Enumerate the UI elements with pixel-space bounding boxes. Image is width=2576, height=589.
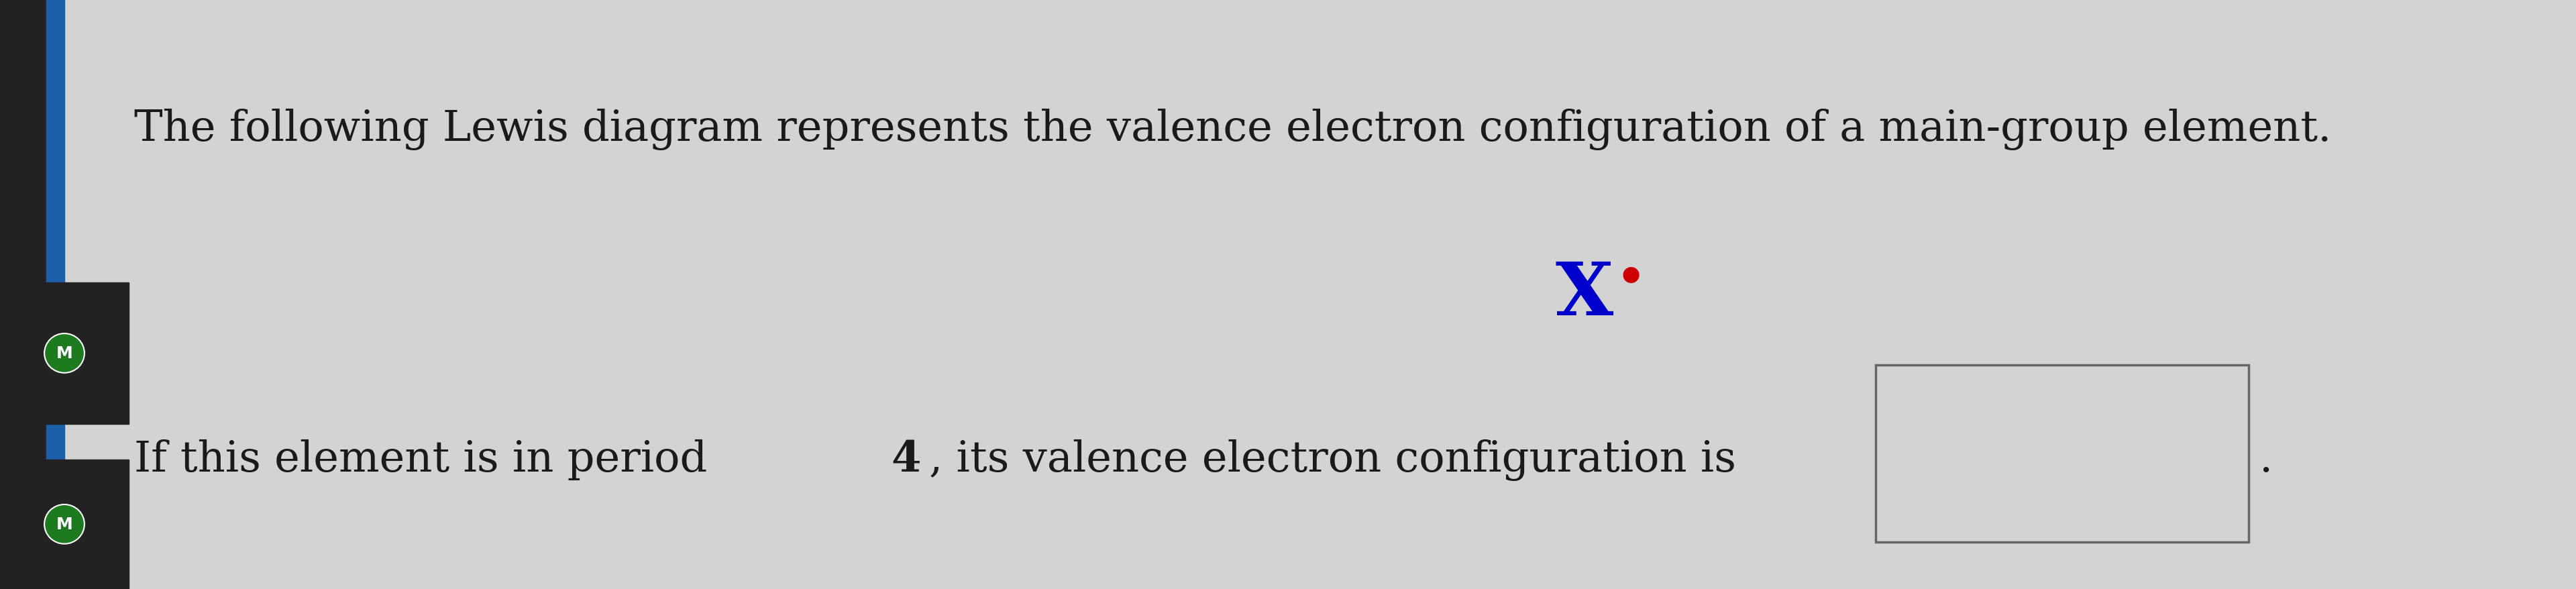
Text: M: M — [57, 345, 72, 362]
Text: If this element is in period: If this element is in period — [134, 439, 721, 480]
Text: X: X — [1556, 259, 1613, 330]
Text: •: • — [1615, 253, 1646, 307]
Text: , its valence electron configuration is: , its valence electron configuration is — [930, 439, 1736, 480]
Text: 4: 4 — [891, 439, 920, 480]
Text: M: M — [57, 516, 72, 532]
Bar — [0, 283, 129, 424]
Bar — [0, 0, 46, 589]
Text: .: . — [2259, 439, 2272, 480]
Text: The following Lewis diagram represents the valence electron configuration of a m: The following Lewis diagram represents t… — [134, 109, 2331, 150]
Bar — [46, 0, 64, 589]
Bar — [0, 459, 129, 589]
